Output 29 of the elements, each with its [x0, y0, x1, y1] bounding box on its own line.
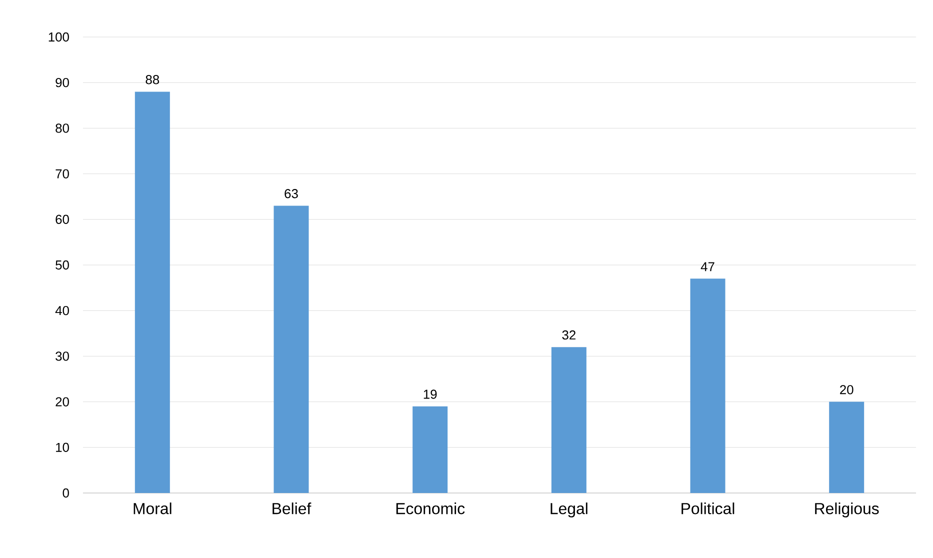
y-tick-label: 90 — [56, 78, 69, 88]
data-label: 63 — [284, 189, 298, 198]
data-label: 32 — [562, 330, 576, 340]
y-tick-label: 100 — [48, 32, 69, 42]
x-tick-label: Belief — [272, 502, 312, 514]
x-tick-label: Political — [682, 502, 734, 514]
y-tick-label: 50 — [56, 260, 69, 270]
bar — [274, 206, 309, 493]
bar — [829, 402, 864, 493]
data-label: 19 — [424, 390, 437, 399]
data-label: 20 — [840, 385, 854, 394]
data-label: 88 — [146, 75, 160, 84]
bar — [134, 92, 170, 493]
data-label: 47 — [700, 262, 714, 272]
y-tick-label: 70 — [56, 169, 69, 178]
bar — [690, 278, 726, 493]
x-tick-label: Legal — [550, 502, 588, 518]
x-tick-label: Religious — [815, 502, 879, 518]
y-tick-label: 0 — [62, 488, 69, 498]
y-tick-label: 60 — [56, 214, 69, 224]
bar — [412, 406, 448, 493]
y-tick-label: 20 — [56, 397, 69, 406]
y-tick-label: 10 — [56, 442, 69, 452]
x-tick-label: Economic — [396, 502, 465, 514]
y-tick-label: 40 — [55, 306, 69, 316]
x-tick-label: Moral — [134, 502, 172, 514]
bar — [551, 347, 586, 493]
y-tick-label: 30 — [56, 352, 69, 361]
y-tick-label: 80 — [56, 124, 69, 133]
